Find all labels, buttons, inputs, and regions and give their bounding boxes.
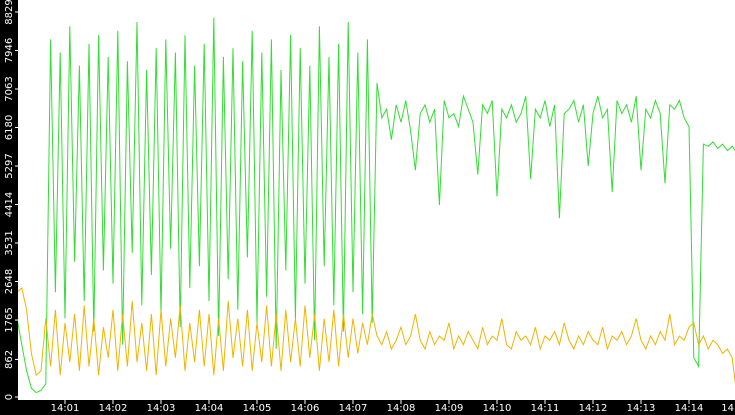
y-tick-label: 0 [4, 394, 15, 400]
y-tick-label: 5297 [4, 153, 15, 178]
x-tick-label: 14:13 [627, 403, 656, 414]
x-tick-label: 14:01 [51, 403, 80, 414]
y-tick-label: 7063 [4, 76, 15, 101]
x-tick-label: 14:09 [435, 403, 464, 414]
x-tick-label: 14:12 [579, 403, 608, 414]
y-tick-label: 8829 [4, 0, 15, 25]
y-tick-label: 862 [4, 350, 15, 369]
y-tick-label: 4414 [4, 192, 15, 217]
x-tick-label: 14:02 [99, 403, 128, 414]
x-tick-label: 14:03 [147, 403, 176, 414]
y-tick-label: 1765 [4, 307, 15, 332]
x-tick-label: 14:08 [387, 403, 416, 414]
x-tick-label: 14:10 [483, 403, 512, 414]
y-tick-label: 2648 [4, 269, 15, 294]
x-axis-band [0, 400, 735, 415]
x-tick-label: 14 [721, 403, 734, 414]
x-tick-label: 14:14 [675, 403, 704, 414]
y-axis-band [0, 0, 18, 415]
series-line [18, 287, 735, 385]
x-tick-label: 14:07 [339, 403, 368, 414]
y-tick-label: 3531 [4, 230, 15, 255]
series-line [18, 17, 735, 394]
y-tick-label: 6180 [4, 115, 15, 140]
x-tick-label: 14:11 [531, 403, 560, 414]
x-tick-label: 14:04 [195, 403, 224, 414]
y-tick-label: 7946 [4, 38, 15, 63]
x-tick-label: 14:05 [243, 403, 272, 414]
series-layer [18, 17, 735, 394]
x-tick-label: 14:06 [291, 403, 320, 414]
